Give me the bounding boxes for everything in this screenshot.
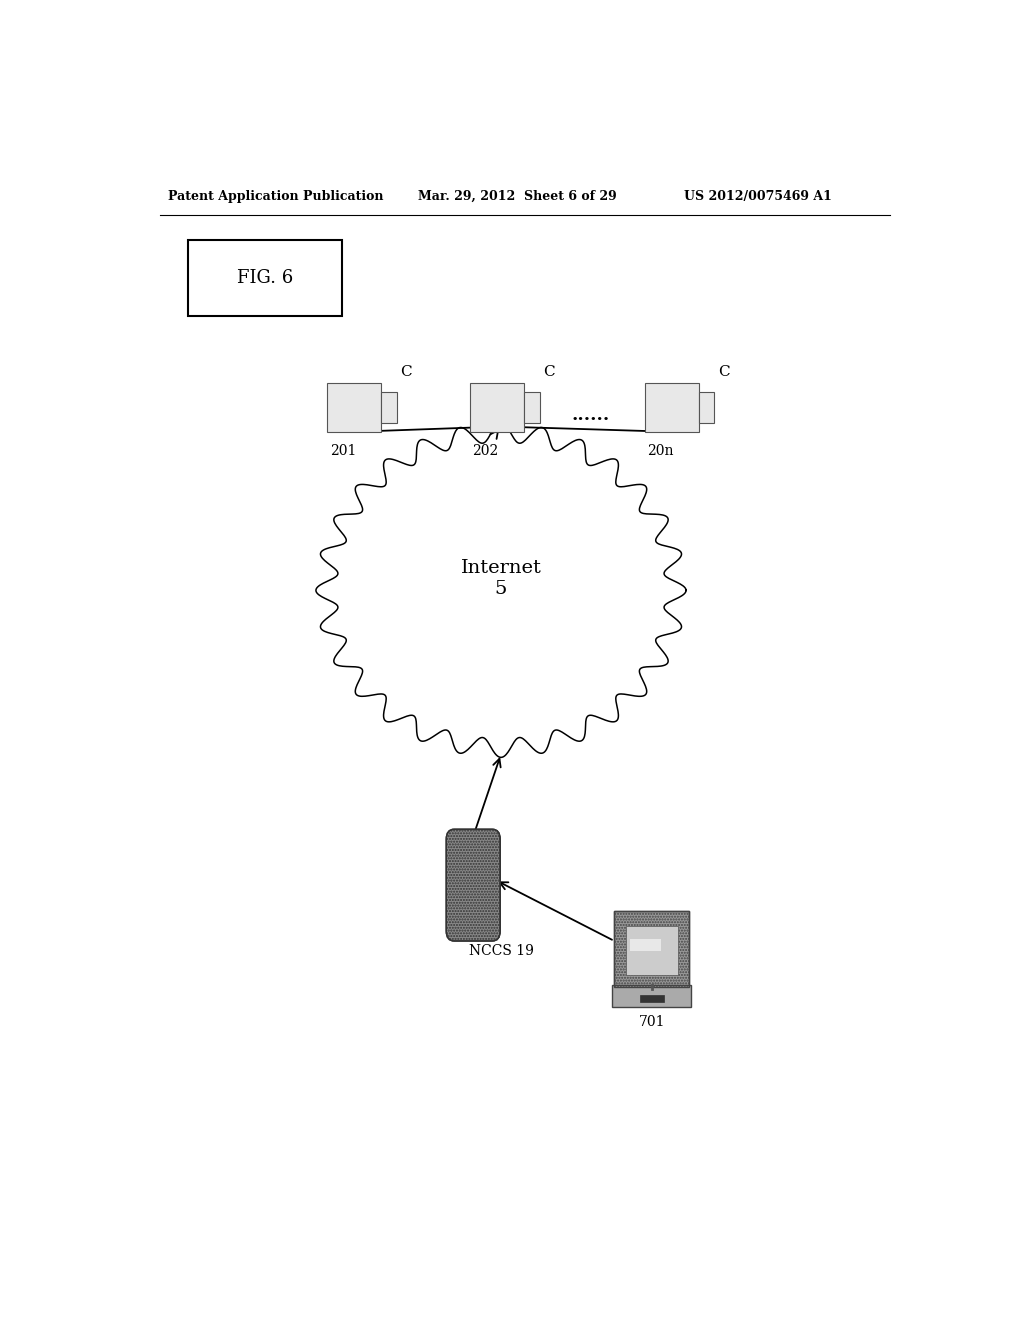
Text: C: C <box>543 364 555 379</box>
Text: 701: 701 <box>639 1015 665 1030</box>
Text: ......: ...... <box>571 405 610 424</box>
FancyBboxPatch shape <box>630 939 660 952</box>
FancyBboxPatch shape <box>187 240 342 315</box>
FancyBboxPatch shape <box>698 392 715 422</box>
FancyBboxPatch shape <box>614 911 689 987</box>
FancyBboxPatch shape <box>640 995 664 1002</box>
FancyBboxPatch shape <box>470 383 524 432</box>
Text: Patent Application Publication: Patent Application Publication <box>168 190 383 202</box>
Text: FIG. 6: FIG. 6 <box>237 269 293 286</box>
Text: 20n: 20n <box>647 444 674 458</box>
Text: 202: 202 <box>472 444 499 458</box>
FancyBboxPatch shape <box>612 985 691 1007</box>
Text: NCCS 19: NCCS 19 <box>469 944 535 958</box>
Text: 201: 201 <box>330 444 356 458</box>
FancyBboxPatch shape <box>328 383 381 432</box>
Text: Mar. 29, 2012  Sheet 6 of 29: Mar. 29, 2012 Sheet 6 of 29 <box>418 190 616 202</box>
FancyBboxPatch shape <box>524 392 540 422</box>
Text: US 2012/0075469 A1: US 2012/0075469 A1 <box>684 190 831 202</box>
Text: C: C <box>400 364 412 379</box>
FancyBboxPatch shape <box>626 925 678 974</box>
FancyBboxPatch shape <box>381 392 397 422</box>
FancyBboxPatch shape <box>645 383 698 432</box>
Text: Internet
5: Internet 5 <box>461 558 542 598</box>
Text: C: C <box>718 364 729 379</box>
Polygon shape <box>316 424 686 758</box>
FancyBboxPatch shape <box>446 829 500 941</box>
